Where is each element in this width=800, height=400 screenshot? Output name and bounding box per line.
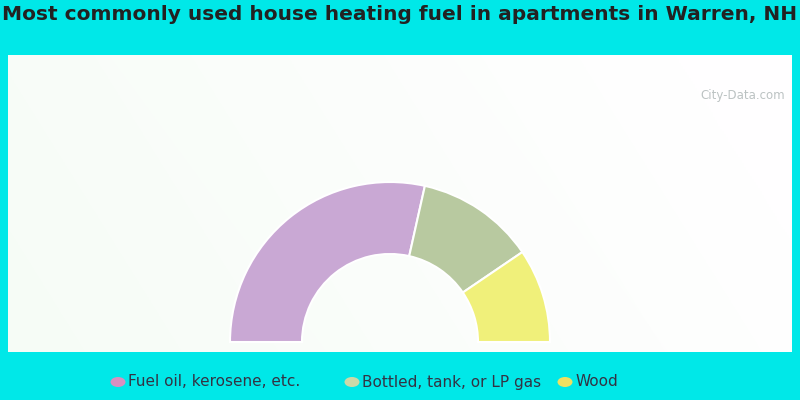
Ellipse shape — [558, 377, 573, 387]
Text: Most commonly used house heating fuel in apartments in Warren, NH: Most commonly used house heating fuel in… — [2, 6, 798, 24]
Text: Fuel oil, kerosene, etc.: Fuel oil, kerosene, etc. — [128, 374, 300, 390]
Ellipse shape — [110, 377, 126, 387]
Text: Wood: Wood — [575, 374, 618, 390]
Text: City-Data.com: City-Data.com — [700, 88, 785, 102]
Wedge shape — [462, 252, 550, 342]
Wedge shape — [409, 186, 522, 292]
Wedge shape — [230, 182, 425, 342]
Text: Bottled, tank, or LP gas: Bottled, tank, or LP gas — [362, 374, 541, 390]
Ellipse shape — [345, 377, 359, 387]
